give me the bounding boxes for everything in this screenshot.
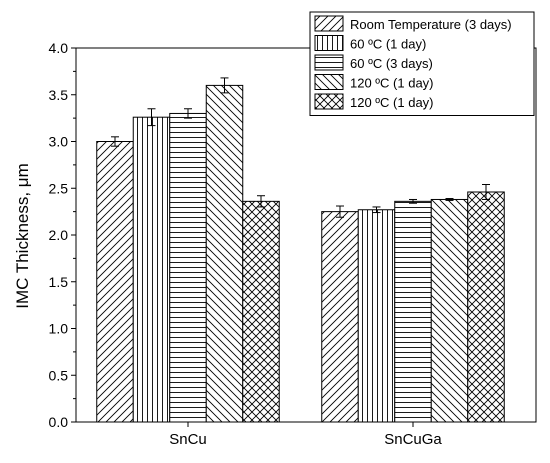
bar — [132, 116, 171, 423]
axis-frame — [75, 47, 537, 423]
legend: Room Temperature (3 days) 60 ºC (1 day) 60… — [309, 11, 535, 116]
y-tick-label: 2.0 — [49, 227, 69, 243]
legend-label: 120 ºC (1 day) — [350, 76, 434, 91]
legend-swatch — [314, 15, 344, 32]
x-tick-label: SnCuGa — [384, 431, 442, 448]
legend-label: Room Temperature (3 days) — [350, 17, 512, 32]
legend-swatch — [314, 54, 344, 71]
y-tick-label: 1.0 — [49, 321, 69, 337]
y-tick-label: 0.0 — [49, 414, 69, 430]
y-tick-label: 3.5 — [49, 87, 69, 103]
bar — [169, 112, 207, 423]
y-tick-label: 1.5 — [49, 274, 69, 290]
bar — [394, 200, 432, 423]
bar — [205, 84, 244, 423]
y-tick-label: 2.5 — [49, 180, 69, 196]
legend-swatch — [314, 93, 344, 110]
y-axis-label: IMC Thickness, μm — [13, 163, 32, 309]
legend-box — [309, 11, 535, 116]
bar — [467, 191, 505, 423]
legend-label: 120 ºC (1 day) — [350, 95, 434, 110]
y-tick-label: 0.5 — [49, 367, 69, 383]
bar — [321, 211, 359, 423]
legend-swatch — [314, 74, 344, 90]
bar — [242, 200, 280, 423]
bar — [430, 198, 469, 423]
y-tick-label: 3.0 — [49, 134, 69, 150]
legend-swatch — [314, 35, 344, 51]
legend-label: 60 ºC (1 day) — [350, 37, 426, 52]
plot-area: 0.0 0.5 1.0 1.5 2.0 2.5 3.0 3.5 4.0 SnCu SnCuGa — [49, 40, 537, 448]
bar — [96, 141, 134, 423]
x-tick-label: SnCu — [169, 431, 207, 448]
y-tick-label: 4.0 — [49, 40, 69, 56]
bar — [357, 209, 396, 423]
legend-label: 60 ºC (3 days) — [350, 56, 433, 71]
